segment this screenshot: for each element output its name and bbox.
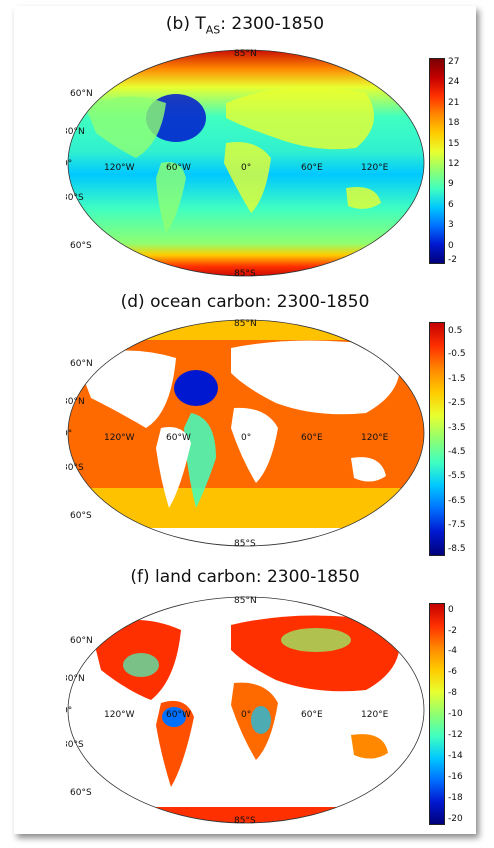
world-map: 85°N 60°N 30°N 0° 30°S 60°S 85°S 120°W 6… (66, 319, 425, 548)
svg-text:60°N: 60°N (70, 89, 93, 99)
south-america-landmass (156, 162, 186, 233)
panel-surface-temperature: (b) TAS: 2300-1850 (14, 6, 476, 286)
svg-text:60°E: 60°E (301, 163, 323, 173)
svg-text:60°W: 60°W (166, 710, 191, 720)
eurasia-land (231, 615, 400, 692)
amazon-carbon-loss (162, 707, 186, 727)
south-america-land (156, 427, 191, 508)
svg-text:0°: 0° (66, 706, 72, 716)
eurasia-land (231, 340, 400, 415)
svg-text:120°E: 120°E (361, 710, 389, 720)
africa-land (231, 407, 278, 483)
svg-text:85°S: 85°S (234, 816, 256, 825)
svg-text:60°W: 60°W (166, 433, 191, 443)
map-border (67, 596, 425, 824)
svg-text:85°S: 85°S (234, 269, 256, 278)
svg-text:30°N: 30°N (66, 127, 85, 137)
svg-text:120°W: 120°W (104, 433, 135, 443)
south-atlantic-band (184, 413, 216, 508)
panel-title: (d) ocean carbon: 2300-1850 (120, 292, 370, 312)
north-america-landmass (86, 96, 166, 158)
svg-text:0°: 0° (241, 710, 251, 720)
colorbar (429, 603, 445, 825)
australia-land (351, 457, 386, 482)
panel-title: (f) land carbon: 2300-1850 (130, 567, 360, 587)
figure-frame: (b) TAS: 2300-1850 (14, 6, 476, 834)
svg-text:60°S: 60°S (70, 511, 92, 521)
north-america-land (76, 350, 176, 428)
svg-text:0°: 0° (66, 429, 72, 439)
svg-text:30°S: 30°S (66, 740, 84, 750)
svg-text:85°N: 85°N (234, 596, 257, 606)
colorbar (429, 322, 445, 556)
lon-labels: 120°W 60°W 0° 60°E 120°E (104, 163, 389, 173)
svg-text:120°E: 120°E (361, 163, 389, 173)
lat-labels: 85°N 60°N 30°N 0° 30°S 60°S 85°S (66, 596, 257, 825)
north-atlantic-carbon-sink (174, 370, 218, 406)
svg-text:120°W: 120°W (104, 163, 135, 173)
svg-text:120°E: 120°E (361, 433, 389, 443)
svg-text:0°: 0° (66, 159, 72, 169)
lat-labels: 85°N 60°N 30°N 0° 30°S 60°S 85°S (66, 319, 257, 548)
map-border (67, 49, 425, 277)
svg-text:60°E: 60°E (301, 710, 323, 720)
lat-labels: 85°N 60°N 30°N 0° 30°S 60°S 85°S (66, 49, 257, 278)
svg-text:0°: 0° (241, 163, 251, 173)
map-border (67, 319, 425, 547)
svg-text:60°E: 60°E (301, 433, 323, 443)
svg-text:0°: 0° (241, 433, 251, 443)
panel-ocean-carbon: (d) ocean carbon: 2300-1850 85°N (14, 286, 476, 561)
svg-text:30°N: 30°N (66, 397, 85, 407)
lon-labels: 120°W 60°W 0° 60°E 120°E (104, 433, 389, 443)
svg-text:60°W: 60°W (166, 163, 191, 173)
svg-text:60°N: 60°N (70, 636, 93, 646)
svg-text:60°S: 60°S (70, 241, 92, 251)
panel-title: (b) TAS: 2300-1850 (165, 14, 325, 37)
svg-text:30°N: 30°N (66, 674, 85, 684)
southern-ocean-band (68, 488, 424, 528)
svg-text:60°N: 60°N (70, 359, 93, 369)
eurasia-landmass (226, 87, 374, 150)
lon-labels: 120°W 60°W 0° 60°E 120°E (104, 710, 389, 720)
world-map: 85°N 60°N 30°N 0° 30°S 60°S 85°S 120°W 6… (66, 49, 425, 278)
africa-landmass (224, 142, 271, 213)
svg-text:85°S: 85°S (234, 539, 256, 548)
svg-text:60°S: 60°S (70, 788, 92, 798)
svg-text:30°S: 30°S (66, 193, 84, 203)
panel-land-carbon: (f) land carbon: 2300-1850 85°N (14, 561, 476, 834)
australia-landmass (346, 187, 381, 209)
svg-text:85°N: 85°N (234, 49, 257, 59)
colorbar (429, 58, 445, 264)
svg-text:30°S: 30°S (66, 463, 84, 473)
svg-text:85°N: 85°N (234, 319, 257, 329)
australia-land (351, 734, 388, 759)
svg-text:120°W: 120°W (104, 710, 135, 720)
world-map: 85°N 60°N 30°N 0° 30°S 60°S 85°S 120°W 6… (66, 596, 425, 825)
